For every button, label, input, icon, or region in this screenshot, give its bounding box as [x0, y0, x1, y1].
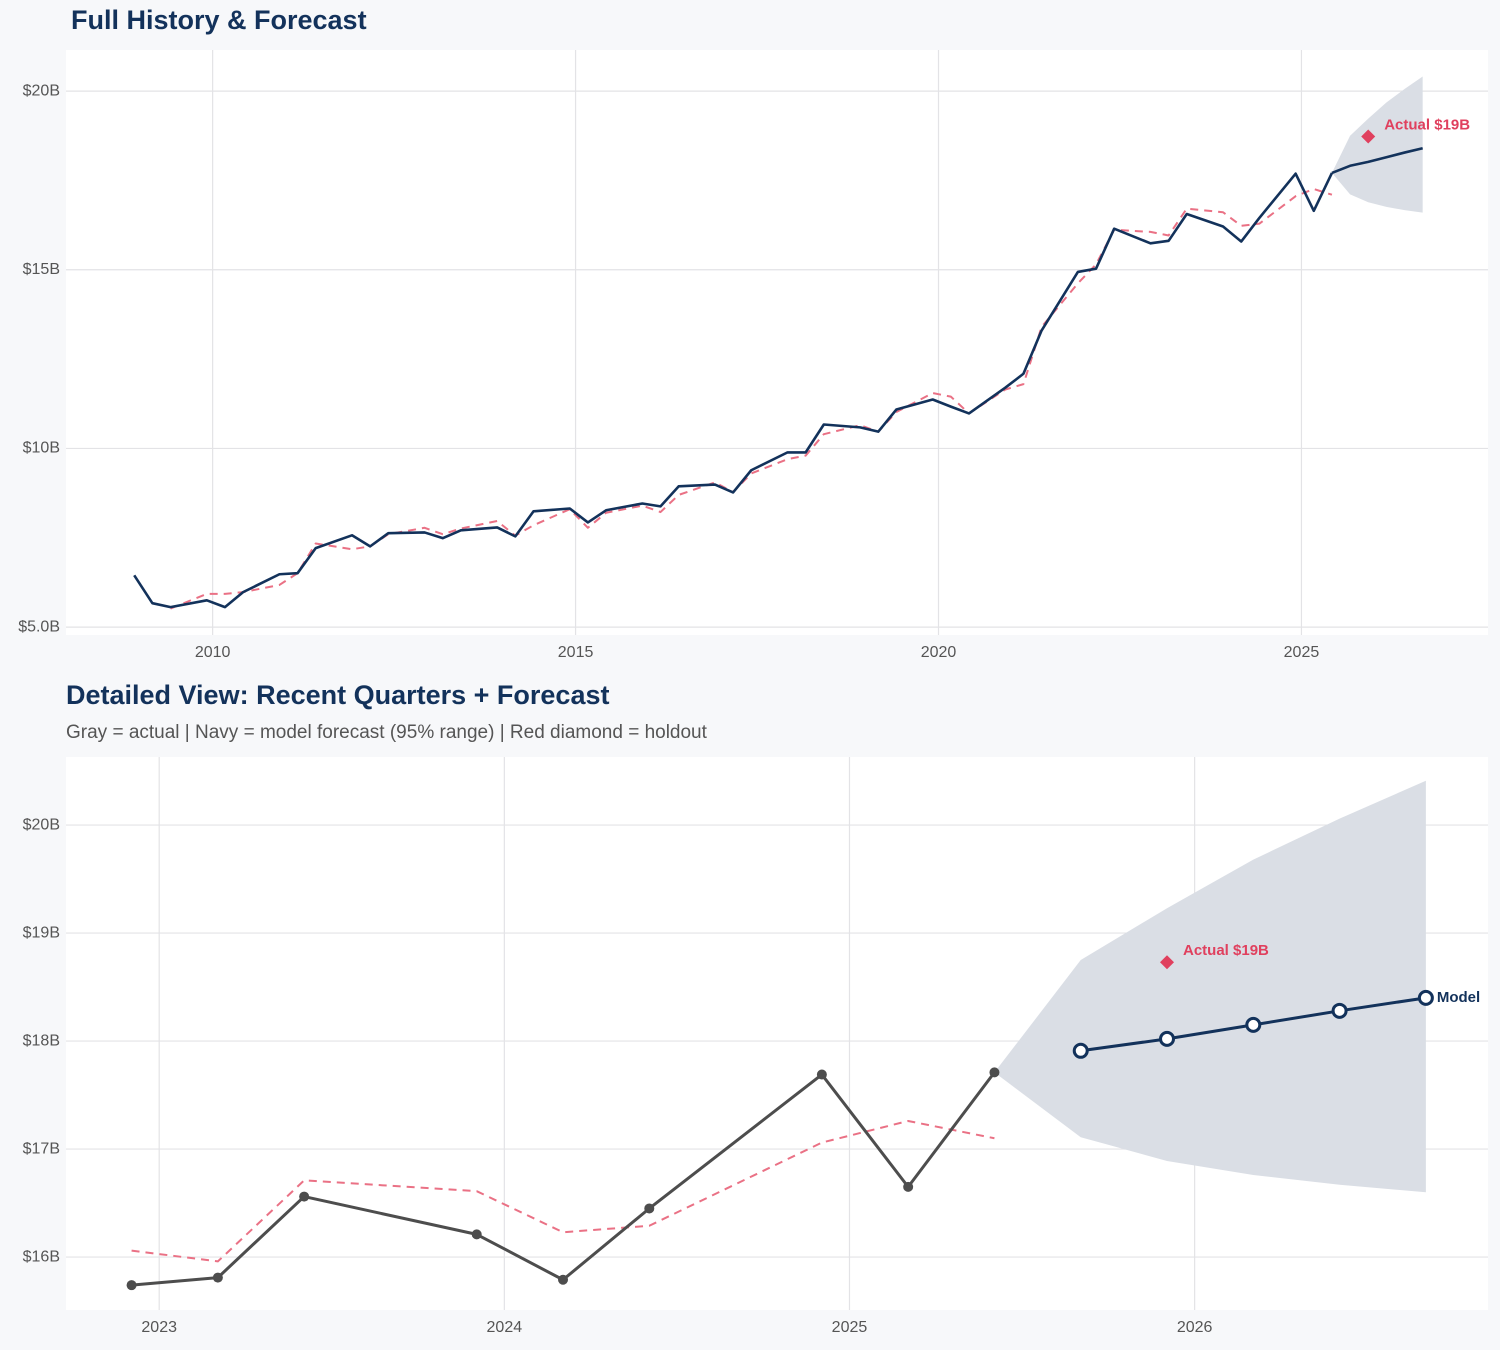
- point: [1417, 989, 1434, 1006]
- x-tick-label: 2025: [832, 1319, 868, 1336]
- point: [989, 1067, 1000, 1078]
- point: [903, 1181, 914, 1192]
- point: [1245, 1016, 1262, 1033]
- x-tick-label: 2023: [141, 1319, 177, 1336]
- holdout-label: Actual $19B: [1183, 942, 1269, 959]
- holdout-label: Actual $19B: [1384, 116, 1470, 133]
- y-tick-label: $20B: [23, 82, 60, 99]
- y-tick-label: $17B: [23, 1140, 60, 1157]
- point: [299, 1191, 310, 1202]
- holdout-marker: [1361, 129, 1376, 144]
- y-tick-label: $19B: [23, 924, 60, 941]
- x-tick-label: 2026: [1177, 1319, 1213, 1336]
- y-tick-label: $5.0B: [18, 618, 60, 635]
- y-tick-label: $20B: [23, 816, 60, 833]
- fitted-line: [131, 1119, 995, 1263]
- series-label: Model: [1437, 989, 1480, 1006]
- point: [1159, 1030, 1176, 1047]
- chart-title: Detailed View: Recent Quarters + Forecas…: [66, 680, 609, 710]
- y-tick-label: $10B: [23, 440, 60, 457]
- plot-area: [66, 50, 1488, 635]
- chart-title: Full History & Forecast: [71, 5, 367, 35]
- y-tick-label: $15B: [23, 261, 60, 278]
- point: [471, 1229, 482, 1240]
- x-tick-label: 2025: [1284, 644, 1320, 661]
- series-line: [1331, 147, 1423, 175]
- x-tick-label: 2015: [558, 644, 594, 661]
- y-tick-label: $18B: [23, 1032, 60, 1049]
- point: [558, 1274, 569, 1285]
- x-tick-label: 2010: [195, 644, 231, 661]
- y-tick-label: $16B: [23, 1248, 60, 1265]
- forecast-band: [1331, 76, 1423, 213]
- forecast-band: [994, 780, 1426, 1193]
- point: [1331, 1002, 1348, 1019]
- point: [126, 1280, 137, 1291]
- holdout-marker: [1160, 955, 1175, 970]
- point: [644, 1203, 655, 1214]
- chart-subtitle: Gray = actual | Navy = model forecast (9…: [66, 722, 708, 743]
- point: [212, 1272, 223, 1283]
- x-tick-label: 2024: [487, 1319, 523, 1336]
- point: [816, 1069, 827, 1080]
- x-tick-label: 2020: [921, 644, 957, 661]
- point: [1072, 1042, 1089, 1059]
- series-line: [133, 172, 1334, 609]
